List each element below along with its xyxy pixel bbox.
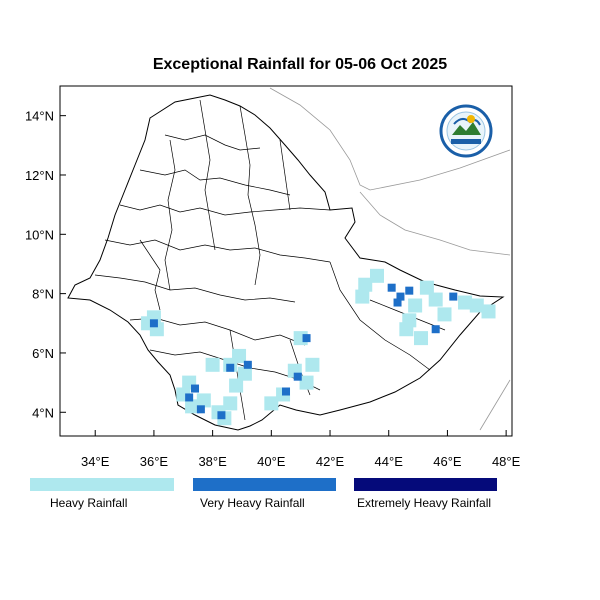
very-heavy-rainfall-cell [185, 393, 194, 402]
heavy-rainfall-cell [229, 378, 244, 393]
x-tick-label: 42°E [316, 454, 345, 469]
x-tick-label: 46°E [433, 454, 462, 469]
heavy-rainfall-cell [419, 280, 434, 295]
y-tick-label: 8°N [32, 287, 54, 302]
very-heavy-rainfall-cell [149, 319, 158, 328]
very-heavy-rainfall-cell [302, 334, 311, 343]
heavy-rainfall-cell [428, 292, 443, 307]
heavy-rainfall-cell [355, 289, 370, 304]
heavy-rainfall-cell [358, 277, 373, 292]
very-heavy-rainfall-cell [293, 372, 302, 381]
very-heavy-rainfall-cell [191, 384, 200, 393]
legend-swatch-heavy [30, 478, 174, 491]
very-heavy-rainfall-cell [405, 286, 414, 295]
legend-label-extremely-heavy: Extremely Heavy Rainfall [357, 496, 492, 510]
very-heavy-rainfall-cell [396, 292, 405, 301]
neighbor-borders [269, 87, 511, 431]
heavy-rainfall-cell [458, 295, 473, 310]
y-tick-label: 10°N [25, 227, 54, 242]
very-heavy-rainfall-cell [393, 298, 402, 307]
y-axis-ticks: 4°N 6°N 8°N 10°N 12°N 14°N [25, 109, 66, 420]
heavy-rainfall-cell [237, 366, 252, 381]
heavy-rainfall-cell [408, 298, 423, 313]
heavy-rainfall-cell [414, 331, 429, 346]
very-heavy-rainfall-cell [387, 283, 396, 292]
legend-label-heavy: Heavy Rainfall [50, 496, 128, 510]
x-tick-label: 48°E [492, 454, 521, 469]
y-tick-label: 4°N [32, 405, 54, 420]
very-heavy-rainfall-area [149, 283, 458, 420]
heavy-rainfall-cell [481, 304, 496, 319]
heavy-rainfall-cell [469, 298, 484, 313]
map-frame [59, 85, 513, 437]
heavy-rainfall-cell [205, 357, 220, 372]
agency-logo [439, 104, 493, 158]
heavy-rainfall-cell [369, 268, 384, 283]
x-tick-label: 36°E [140, 454, 169, 469]
x-tick-label: 38°E [198, 454, 227, 469]
ethiopia-country-outline [67, 94, 505, 431]
heavy-rainfall-cell [399, 322, 414, 337]
x-tick-label: 34°E [81, 454, 110, 469]
x-tick-label: 44°E [375, 454, 404, 469]
legend-swatch-extremely-heavy [354, 478, 497, 491]
heavy-rainfall-cell [299, 375, 314, 390]
heavy-rainfall-cell [185, 399, 200, 414]
legend-label-very-heavy: Very Heavy Rainfall [200, 496, 305, 510]
heavy-rainfall-cell [196, 393, 211, 408]
very-heavy-rainfall-cell [196, 405, 205, 414]
very-heavy-rainfall-cell [217, 411, 226, 420]
very-heavy-rainfall-cell [282, 387, 290, 396]
very-heavy-rainfall-cell [449, 292, 458, 301]
very-heavy-rainfall-cell [226, 363, 235, 372]
very-heavy-rainfall-cell [431, 325, 440, 334]
x-tick-label: 40°E [257, 454, 286, 469]
heavy-rainfall-cell [437, 307, 452, 322]
y-tick-label: 6°N [32, 346, 54, 361]
heavy-rainfall-cell [264, 396, 279, 411]
legend-swatch-very-heavy [193, 478, 336, 491]
x-axis-ticks: 34°E 36°E 38°E 40°E 42°E 44°E 46°E 48°E [81, 430, 521, 469]
heavy-rainfall-cell [305, 357, 320, 372]
heavy-rainfall-cell [223, 396, 238, 411]
heavy-rainfall-cell [232, 348, 247, 363]
map-title: Exceptional Rainfall for 05-06 Oct 2025 [152, 56, 448, 73]
very-heavy-rainfall-cell [243, 360, 252, 369]
y-tick-label: 12°N [25, 168, 54, 183]
y-tick-label: 14°N [25, 109, 54, 124]
